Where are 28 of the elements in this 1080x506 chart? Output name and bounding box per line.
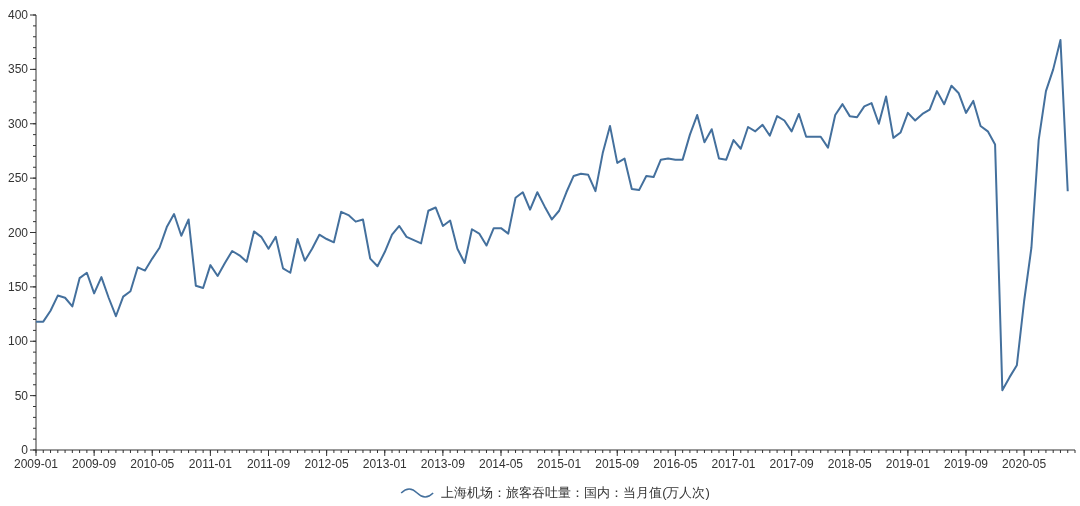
y-tick-label: 350 <box>7 62 29 77</box>
legend: 上海机场：旅客吞吐量：国内：当月值(万人次) <box>400 485 710 500</box>
y-tick-label: 100 <box>7 334 29 349</box>
x-tick-label: 2017-01 <box>711 457 756 471</box>
x-tick-label: 2018-05 <box>827 457 873 471</box>
y-tick-label: 300 <box>7 116 29 131</box>
y-tick-label: 50 <box>14 388 29 403</box>
x-tick-label: 2009-09 <box>72 457 117 471</box>
y-tick-label: 250 <box>7 171 29 186</box>
x-tick-label: 2013-09 <box>420 457 466 471</box>
y-tick-label: 400 <box>7 8 29 22</box>
x-tick-label: 2014-05 <box>478 457 524 471</box>
x-tick-label: 2013-01 <box>362 457 408 471</box>
x-tick-label: 2011-09 <box>246 457 291 471</box>
y-tick-label: 200 <box>7 225 29 240</box>
y-tick-label: 150 <box>7 279 29 294</box>
x-tick-label: 2015-09 <box>595 457 640 471</box>
x-tick-label: 2019-09 <box>943 457 989 471</box>
x-tick-label: 2012-05 <box>304 457 349 471</box>
x-tick-label: 2010-05 <box>130 457 175 471</box>
x-tick-label: 2019-01 <box>885 457 931 471</box>
x-tick-label: 2011-01 <box>188 457 233 471</box>
x-tick-label: 2015-01 <box>537 457 582 471</box>
x-tick-label: 2020-05 <box>1002 457 1047 471</box>
x-tick-label: 2016-05 <box>653 457 698 471</box>
y-tick-label: 0 <box>21 443 29 457</box>
x-tick-label: 2009-01 <box>13 457 59 471</box>
x-tick-label: 2017-09 <box>769 457 814 471</box>
